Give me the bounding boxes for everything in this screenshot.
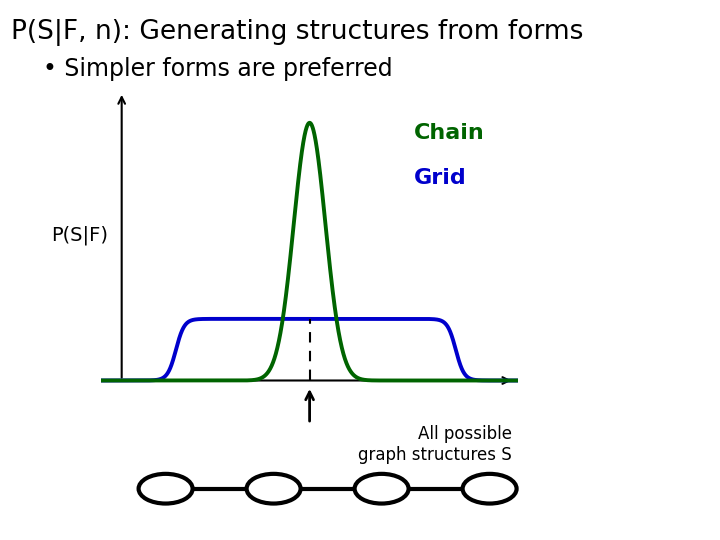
Text: B: B: [266, 478, 281, 499]
Text: Grid: Grid: [414, 167, 467, 187]
Text: A: A: [158, 478, 173, 499]
Text: • Simpler forms are preferred: • Simpler forms are preferred: [43, 57, 393, 80]
Text: All possible
graph structures S: All possible graph structures S: [359, 426, 512, 464]
Text: C: C: [374, 478, 389, 499]
Text: P(S|F): P(S|F): [51, 225, 109, 245]
Text: P(S|F, n): Generating structures from forms: P(S|F, n): Generating structures from fo…: [11, 19, 583, 46]
Text: Chain: Chain: [414, 123, 485, 143]
Text: D: D: [482, 478, 498, 499]
